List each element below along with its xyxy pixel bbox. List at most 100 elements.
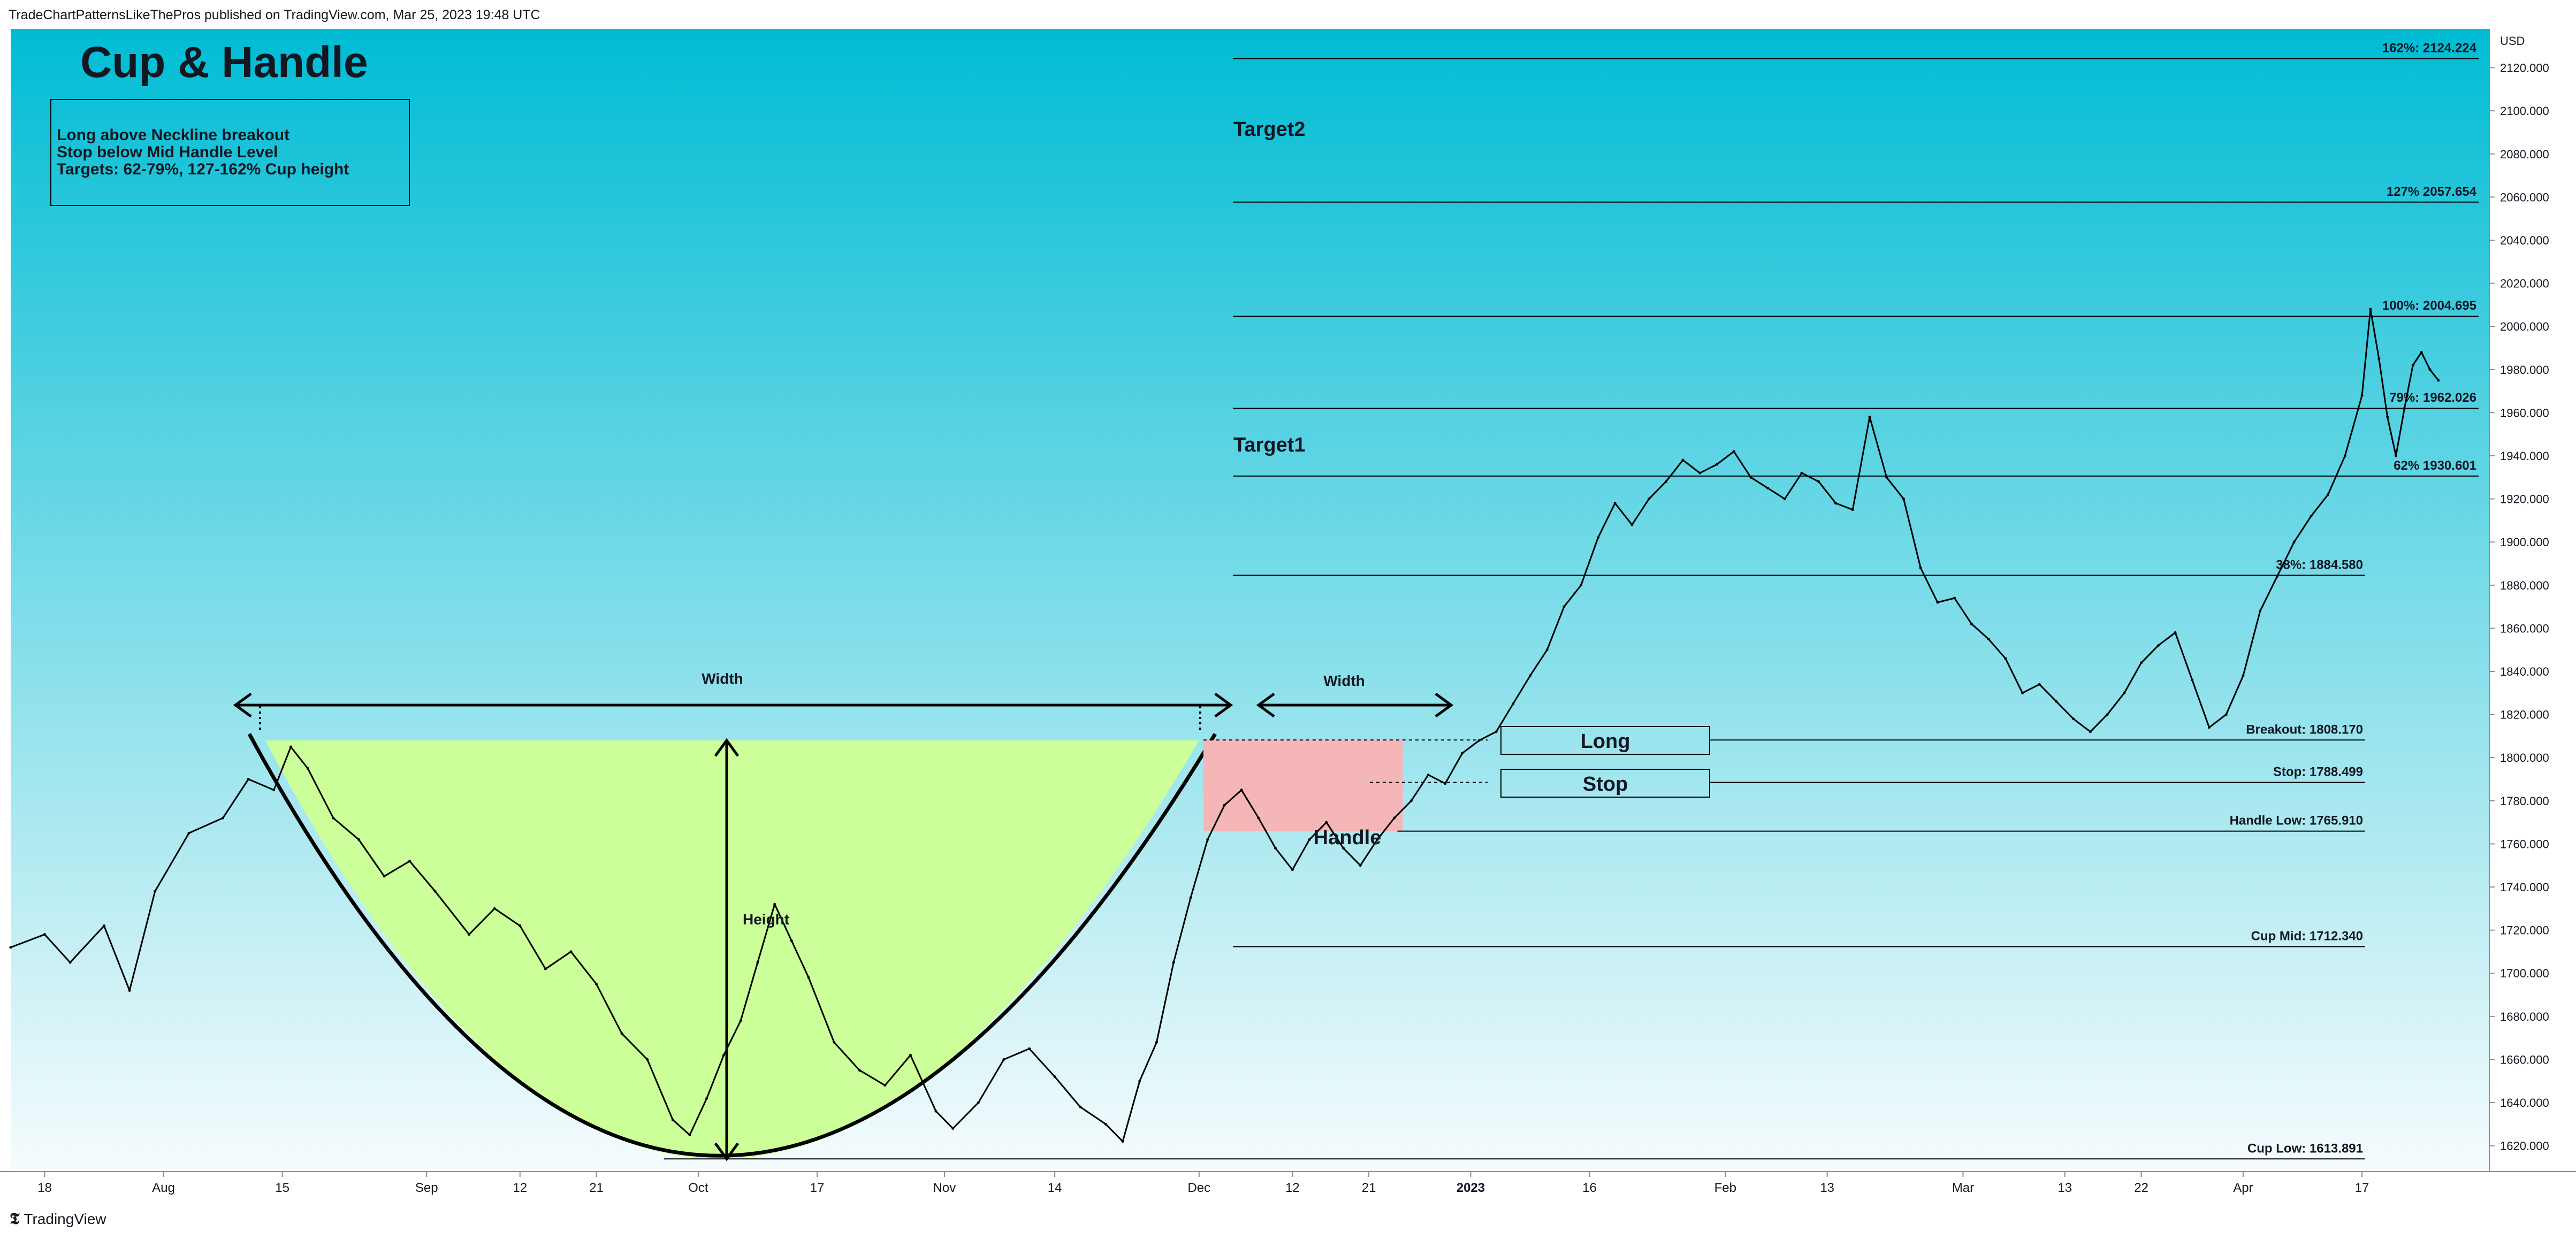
- price-point: [357, 838, 360, 841]
- price-point: [2386, 415, 2389, 418]
- y-tick-label: 1900.000: [2500, 536, 2549, 549]
- y-tick-label: 1840.000: [2500, 665, 2549, 678]
- y-tick-label: 1820.000: [2500, 708, 2549, 722]
- cup-height-arrow-head: [714, 738, 740, 757]
- price-point: [1079, 1105, 1082, 1108]
- x-tick-label: 21: [589, 1181, 604, 1195]
- price-point: [433, 890, 437, 893]
- level-label: 79%: 1962.026: [2389, 391, 2476, 405]
- price-point: [1749, 476, 1752, 479]
- y-tick-label: 1660.000: [2500, 1053, 2549, 1066]
- price-point: [1919, 567, 1922, 570]
- price-point: [519, 924, 522, 928]
- y-tick-label: 1680.000: [2500, 1010, 2549, 1023]
- handle-width-arrow-head: [1435, 692, 1454, 718]
- price-point: [1376, 838, 1379, 841]
- long-label: Long: [1581, 730, 1630, 753]
- price-point: [408, 860, 411, 863]
- price-point: [2259, 609, 2262, 613]
- price-point: [2038, 683, 2041, 686]
- price-point: [1325, 821, 1328, 824]
- price-point: [1359, 864, 1362, 867]
- price-point: [306, 767, 309, 770]
- price-point: [247, 778, 250, 781]
- price-point: [2292, 540, 2296, 544]
- price-point: [1206, 838, 1209, 841]
- price-point: [1766, 486, 1770, 490]
- brand[interactable]: 𝕿 TradingView: [10, 1210, 106, 1228]
- price-point: [1138, 1080, 1141, 1083]
- price-point: [1902, 498, 1905, 501]
- price-point: [722, 1053, 725, 1057]
- price-point: [1427, 773, 1430, 776]
- price-point: [102, 924, 105, 928]
- price-point: [1223, 804, 1226, 807]
- price-point: [1477, 739, 1481, 742]
- y-tick-label: 2100.000: [2500, 104, 2549, 118]
- y-tick-label: 1980.000: [2500, 363, 2549, 377]
- y-tick-label: 1860.000: [2500, 622, 2549, 635]
- y-tick-label: 1760.000: [2500, 837, 2549, 851]
- level-label: 162%: 2124.224: [2382, 41, 2477, 56]
- price-point: [154, 890, 157, 893]
- y-tick-label: 2040.000: [2500, 234, 2549, 247]
- stop-label: Stop: [1583, 773, 1628, 796]
- price-point: [1121, 1140, 1124, 1143]
- price-point: [1495, 730, 1498, 733]
- price-point: [1580, 584, 1583, 587]
- price-point: [68, 961, 72, 964]
- price-point: [272, 789, 276, 792]
- target1-label: Target1: [1233, 434, 1305, 456]
- price-point: [858, 1069, 861, 1072]
- price-point: [1563, 605, 1566, 608]
- handle-box: [1203, 740, 1403, 831]
- price-point: [1172, 961, 1175, 964]
- handle-width-label: Width: [1323, 672, 1365, 689]
- price-point: [1189, 896, 1192, 899]
- price-point: [1970, 622, 1973, 625]
- x-tick-label: Sep: [415, 1181, 438, 1195]
- price-point: [1885, 476, 1888, 479]
- x-tick-label: Dec: [1187, 1181, 1210, 1195]
- brand-name: TradingView: [24, 1211, 106, 1227]
- price-point: [1274, 846, 1277, 850]
- y-tick-label: 1740.000: [2500, 881, 2549, 894]
- y-tick-label: 1800.000: [2500, 751, 2549, 764]
- price-point: [1817, 480, 1820, 483]
- y-tick-label: 1880.000: [2500, 579, 2549, 592]
- price-point: [1104, 1122, 1107, 1126]
- y-tick-label: 1920.000: [2500, 493, 2549, 506]
- x-tick-label: Aug: [152, 1181, 175, 1195]
- x-tick-label: 13: [2057, 1181, 2072, 1195]
- y-tick-label: 2020.000: [2500, 277, 2549, 290]
- price-point: [909, 1053, 912, 1057]
- price-point: [2395, 454, 2398, 457]
- price-point: [2072, 717, 2075, 721]
- price-point: [705, 1097, 708, 1100]
- level-label: 38%: 1884.580: [2276, 557, 2363, 572]
- y-tick-label: 1960.000: [2500, 406, 2549, 419]
- price-point: [2403, 407, 2406, 410]
- target2-label: Target2: [1233, 118, 1305, 141]
- price-point: [1342, 846, 1345, 850]
- price-point: [2437, 379, 2440, 382]
- notes-box: [50, 99, 410, 206]
- publish-bar: TradeChartPatternsLikeThePros published …: [0, 0, 2576, 29]
- price-point: [2140, 661, 2143, 664]
- price-point: [468, 933, 471, 936]
- y-tick-label: 1780.000: [2500, 794, 2549, 808]
- x-tick-label: 16: [1582, 1181, 1597, 1195]
- price-point: [1987, 638, 1990, 641]
- cup-width-arrow-head: [233, 692, 252, 718]
- price-point: [1240, 789, 1243, 792]
- cup-width-arrow-head: [1214, 692, 1233, 718]
- price-point: [332, 816, 335, 820]
- price-point: [187, 831, 190, 835]
- x-tick-label: 17: [810, 1181, 825, 1195]
- handle-label: Handle: [1314, 827, 1382, 849]
- price-point: [595, 982, 598, 985]
- price-point: [2055, 700, 2058, 703]
- price-point: [2174, 631, 2177, 634]
- price-point: [2208, 726, 2211, 729]
